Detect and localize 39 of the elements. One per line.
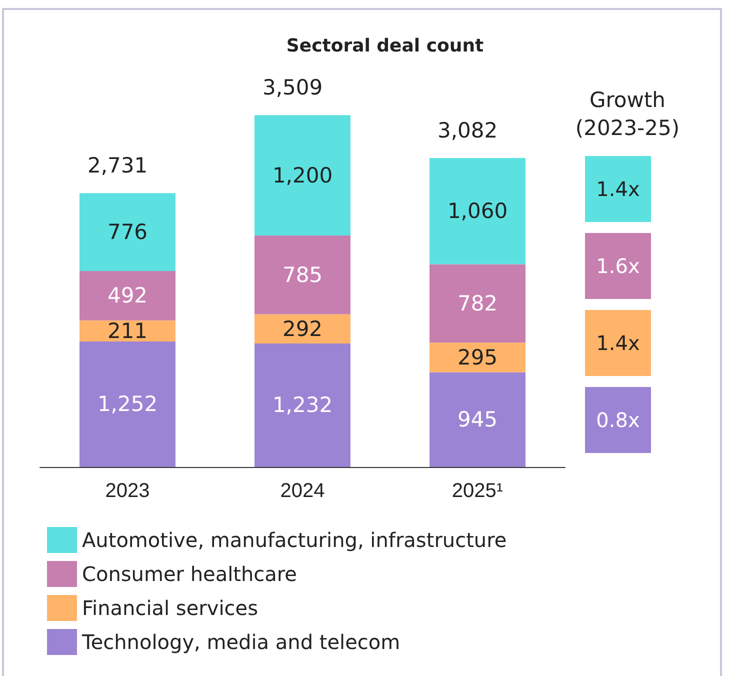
data-label: 776 (107, 220, 148, 244)
chart-title: Sectoral deal count (286, 36, 484, 56)
data-label: 492 (107, 284, 148, 308)
data-label: 782 (457, 291, 498, 316)
total-label: 2,731 (87, 154, 148, 178)
data-label: 1,232 (272, 393, 333, 418)
data-label: 1,200 (272, 163, 333, 188)
bar (430, 372, 526, 467)
total-label: 3,509 (262, 76, 323, 100)
data-label: 945 (457, 408, 498, 432)
growth-swatch: 0.8x (585, 387, 651, 453)
bar (254, 343, 350, 467)
legend-label: Financial services (82, 596, 258, 620)
bar (430, 342, 526, 372)
data-label: 295 (457, 345, 498, 370)
x-tick-label: 2024 (280, 480, 325, 502)
data-label: 1,060 (447, 199, 508, 224)
legend-label: Automotive, manufacturing, infrastructure (82, 528, 507, 552)
text: Growth (2023-25) (574, 87, 681, 142)
bar (80, 270, 176, 320)
total-label: 3,082 (437, 118, 498, 142)
data-label: 1,252 (97, 392, 158, 416)
growth-swatch: 1.6x (585, 233, 651, 299)
x-tick-label: 2025¹ (452, 480, 504, 502)
growth-swatch: 1.4x (585, 156, 651, 222)
bar (430, 264, 526, 343)
bar (80, 341, 176, 467)
data-label: 292 (282, 316, 323, 341)
x-tick-label: 2023 (105, 480, 150, 502)
legend-label: Consumer healthcare (82, 562, 297, 586)
data-label: 211 (107, 318, 148, 343)
data-label: 785 (282, 262, 323, 287)
growth-swatch: 1.4x (585, 310, 651, 376)
bar (80, 193, 176, 271)
bar (254, 115, 350, 236)
bar (430, 158, 526, 264)
legend-label: Technology, media and telecom (81, 630, 400, 654)
bar (254, 235, 350, 314)
bar (254, 314, 350, 344)
